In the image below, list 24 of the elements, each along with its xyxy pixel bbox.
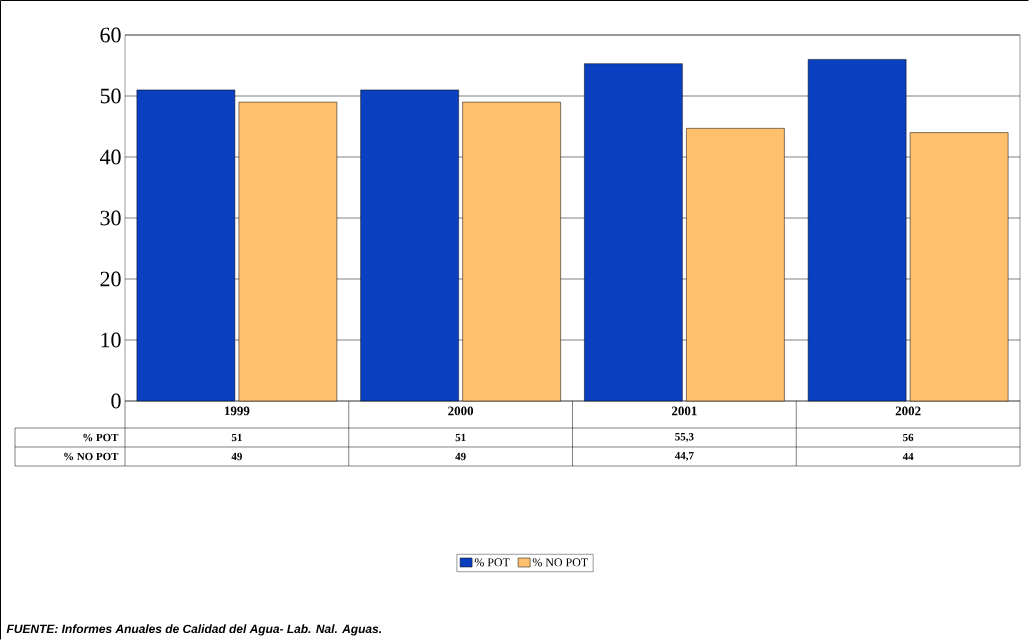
data-label: 49 bbox=[455, 452, 466, 461]
y-tick-label: 50 bbox=[100, 88, 121, 104]
data-label: 49 bbox=[231, 452, 242, 461]
y-tick-label: 0 bbox=[111, 393, 121, 409]
x-tick-label: 1999 bbox=[224, 406, 250, 416]
text: % NO POT bbox=[64, 452, 119, 461]
y-tick-label: 40 bbox=[99, 149, 121, 165]
data-label: 44,7 bbox=[674, 452, 694, 461]
x-tick-label: 2002 bbox=[895, 406, 921, 416]
legend-label: % POT bbox=[474, 558, 510, 567]
data-label: 51 bbox=[455, 433, 466, 442]
text: % POT bbox=[83, 433, 119, 442]
legend-label: % NO POT bbox=[532, 558, 588, 567]
data-label: 44 bbox=[902, 452, 914, 461]
y-tick-label: 60 bbox=[100, 27, 121, 43]
y-tick-label: 30 bbox=[100, 210, 121, 226]
data-label: 56 bbox=[903, 433, 914, 442]
data-label: 51 bbox=[231, 433, 242, 442]
x-tick-label: 2000 bbox=[448, 406, 474, 416]
y-tick-label: 10 bbox=[101, 332, 121, 348]
x-tick-label: 2001 bbox=[671, 406, 697, 416]
y-tick-label: 20 bbox=[100, 271, 121, 287]
source-note: FUENTE: Informes Anuales de Calidad del Agua- Lab. Nal. Aguas. bbox=[6, 624, 382, 636]
data-label: 55,3 bbox=[675, 433, 694, 442]
